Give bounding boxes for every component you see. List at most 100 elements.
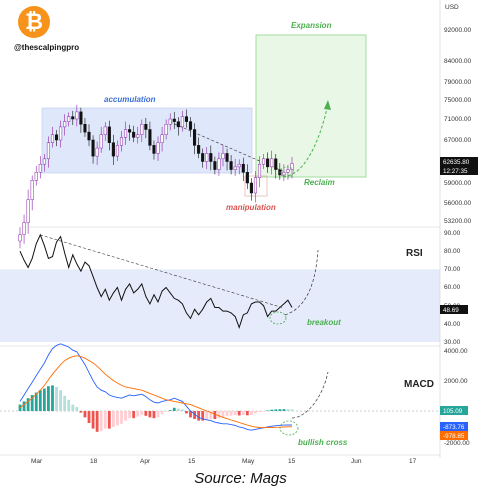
macd-histogram-bar bbox=[111, 411, 115, 427]
price-axis-tick: 53200.00 bbox=[444, 218, 471, 225]
macd-value-label: 105.09 bbox=[443, 408, 463, 415]
price-candle bbox=[193, 129, 197, 146]
time-axis-tick: Jun bbox=[351, 458, 362, 465]
price-candle bbox=[282, 172, 286, 176]
macd-histogram-bar bbox=[217, 411, 221, 419]
rsi-trendline bbox=[39, 234, 283, 308]
price-candle bbox=[156, 142, 160, 154]
macd-histogram-bar bbox=[168, 410, 172, 411]
macd-histogram-bar bbox=[67, 399, 71, 411]
price-axis-tick: 92000.00 bbox=[444, 27, 471, 34]
price-candle bbox=[50, 134, 55, 143]
macd-histogram-bar bbox=[164, 411, 168, 412]
price-candle bbox=[225, 153, 229, 162]
price-candle bbox=[22, 222, 26, 235]
price-candle bbox=[71, 116, 75, 120]
price-candle bbox=[290, 163, 294, 170]
macd-histogram-bar bbox=[148, 411, 152, 418]
macd-histogram-bar bbox=[282, 409, 286, 411]
price-candle bbox=[241, 163, 245, 173]
price-candle bbox=[164, 124, 168, 135]
macd-histogram-bar bbox=[22, 401, 26, 411]
macd-value-label: -873.76 bbox=[443, 424, 465, 431]
macd-histogram-bar bbox=[241, 411, 245, 415]
time-axis-tick: Mar bbox=[31, 458, 43, 465]
price-axis-tick: 56000.00 bbox=[444, 200, 471, 207]
countdown-tag bbox=[440, 166, 478, 175]
macd-histogram-bar bbox=[79, 411, 83, 413]
price-candle bbox=[197, 145, 201, 154]
macd-histogram-bar bbox=[237, 411, 241, 416]
macd-histogram-bar bbox=[116, 411, 119, 426]
price-candle bbox=[201, 153, 205, 162]
price-candle bbox=[140, 124, 144, 135]
price-candle bbox=[184, 116, 188, 122]
price-trendline bbox=[169, 121, 286, 173]
price-candle bbox=[59, 126, 63, 141]
rsi-projection bbox=[284, 249, 319, 316]
time-axis-tick: May bbox=[242, 458, 255, 465]
last-price-tag bbox=[440, 157, 478, 166]
macd-histogram-bar bbox=[87, 411, 91, 423]
macd-histogram-bar bbox=[229, 411, 233, 416]
price-candle bbox=[124, 129, 128, 138]
macd-histogram-bar bbox=[124, 411, 127, 421]
macd-histogram-bar bbox=[286, 409, 290, 411]
macd-histogram-bar bbox=[225, 411, 229, 417]
macd-histogram-bar bbox=[221, 411, 225, 418]
price-axis-tick: 84000.00 bbox=[444, 58, 471, 65]
macd-histogram-bar bbox=[156, 411, 160, 418]
breakout-circle bbox=[269, 311, 287, 325]
price-candle bbox=[54, 134, 59, 141]
macd-histogram-bar bbox=[270, 409, 274, 411]
price-candle bbox=[209, 153, 213, 162]
rsi-axis-tick: 90.00 bbox=[444, 230, 461, 237]
macd-line bbox=[19, 343, 292, 431]
price-candle bbox=[132, 131, 136, 138]
price-candle bbox=[42, 158, 46, 165]
price-candle bbox=[274, 158, 278, 170]
price-candle bbox=[221, 153, 225, 160]
price-candle bbox=[30, 180, 34, 200]
macd-histogram-bar bbox=[254, 411, 257, 414]
price-candle bbox=[160, 134, 164, 143]
price-axis-tick: 71000.00 bbox=[444, 116, 471, 123]
macd-histogram-bar bbox=[152, 411, 156, 419]
macd-histogram-bar bbox=[26, 398, 30, 411]
macd-histogram-bar bbox=[160, 411, 164, 415]
macd-histogram-bar bbox=[38, 390, 42, 411]
manipulation-box bbox=[244, 175, 268, 197]
macd-histogram-bar bbox=[258, 411, 261, 413]
price-candle bbox=[188, 121, 193, 130]
projection-arrow bbox=[324, 100, 331, 110]
macd-title: MACD bbox=[404, 379, 434, 390]
axes: USD 92000.00 84000.00 79000.00 75000.00 71000… bbox=[0, 0, 478, 465]
macd-histogram-bar bbox=[83, 411, 87, 418]
macd-value-tag bbox=[440, 422, 468, 431]
time-axis-tick: Apr bbox=[140, 458, 151, 465]
price-panel: accumulation Expansion manipulation Reclaim bbox=[18, 21, 440, 249]
rsi-title: RSI bbox=[406, 248, 423, 259]
price-candle bbox=[38, 163, 42, 173]
macd-histogram-bar bbox=[193, 411, 196, 419]
rsi-panel: RSI breakout bbox=[0, 233, 440, 347]
macd-value-label: -978.85 bbox=[443, 433, 465, 440]
price-axis-currency: USD bbox=[445, 4, 459, 11]
price-candle bbox=[270, 158, 274, 168]
expansion-label: Expansion bbox=[291, 21, 332, 30]
price-candle bbox=[180, 116, 184, 128]
macd-histogram-bar bbox=[55, 387, 58, 411]
macd-histogram-bar bbox=[42, 388, 46, 411]
macd-histogram-bar bbox=[245, 411, 249, 416]
macd-histogram-bar bbox=[34, 392, 38, 411]
macd-histogram-bar bbox=[266, 410, 270, 412]
price-candle bbox=[63, 121, 67, 128]
macd-value-tag bbox=[440, 431, 468, 440]
bullish-cross-label: bullish cross bbox=[298, 438, 348, 447]
price-candle bbox=[176, 121, 180, 128]
price-candle bbox=[213, 161, 217, 170]
price-candle bbox=[286, 169, 290, 173]
signal-line bbox=[19, 355, 293, 429]
macd-histogram-bar bbox=[197, 411, 201, 421]
